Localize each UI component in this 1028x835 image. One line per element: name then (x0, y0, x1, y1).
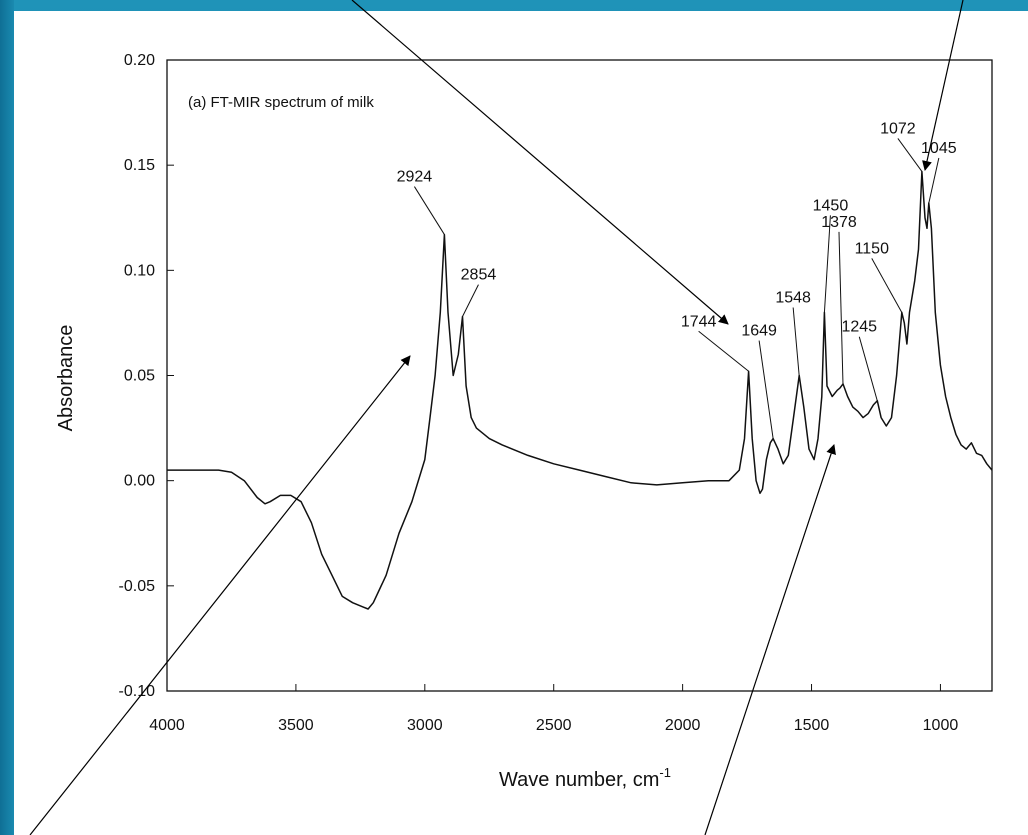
annotation-arrow (704, 444, 836, 835)
slide-left-stripe (0, 0, 14, 835)
x-tick-label: 2000 (665, 717, 701, 734)
peak-label: 2924 (397, 169, 433, 186)
peak-label: 1378 (821, 214, 857, 231)
y-tick-label: 0.20 (124, 52, 155, 69)
peak-leader-line (858, 336, 878, 401)
peak-label: 1450 (813, 197, 849, 214)
series-layer (167, 170, 993, 610)
x-tick-label: 4000 (149, 717, 185, 734)
annotation-arrow (29, 355, 411, 835)
peak-label: 1045 (921, 140, 957, 157)
x-tick-label: 1000 (923, 717, 959, 734)
plot-frame (166, 59, 993, 692)
peak-label: 1245 (841, 319, 877, 336)
plot-frame-layer (166, 59, 993, 692)
x-axis-label-superscript: -1 (659, 765, 671, 780)
peak-label: 1072 (880, 120, 916, 137)
annotation-arrow-layer (29, 0, 964, 835)
peak-leader-line (928, 157, 940, 204)
x-tick-label: 1500 (794, 717, 830, 734)
peak-label: 1744 (681, 313, 717, 330)
x-tick-label: 3500 (278, 717, 314, 734)
y-tick-label: 0.00 (124, 473, 155, 490)
peak-leader-line (413, 186, 445, 235)
y-tick-label: -0.10 (119, 683, 156, 700)
x-tick-label: 3000 (407, 717, 443, 734)
peak-leader-line (897, 138, 923, 172)
peak-leader-line (792, 307, 800, 376)
y-tick-label: 0.05 (124, 368, 155, 385)
y-tick-label: -0.05 (119, 578, 156, 595)
chart-title: (a) FT-MIR spectrum of milk (188, 94, 374, 111)
x-tick-label: 2500 (536, 717, 572, 734)
peak-label: 1548 (775, 290, 811, 307)
tick-layer: 4000 3500 3000 2500 2000 1500 1000 0.20 0.15 0.10… (119, 52, 959, 734)
peak-leader-line (838, 231, 844, 384)
x-axis-label: Wave number, cm-1 (499, 765, 671, 791)
peak-leader-line (698, 330, 749, 372)
peak-label: 1649 (741, 323, 777, 340)
annotation-arrow (922, 0, 964, 171)
peak-label: 1150 (855, 240, 890, 257)
y-tick-label: 0.10 (124, 262, 155, 279)
y-axis-label: Absorbance (55, 325, 77, 432)
peak-leader-line (871, 258, 903, 313)
peak-leader-line (758, 340, 774, 439)
figure-panel (14, 11, 1028, 835)
spectrum-line (167, 170, 993, 610)
x-axis-label-text: Wave number, cm (499, 769, 659, 791)
peak-leader-line (823, 215, 831, 313)
peak-leader-line (462, 284, 479, 317)
peak-label: 2854 (461, 267, 497, 284)
y-tick-label: 0.15 (124, 157, 155, 174)
annotation-arrow (351, 0, 729, 325)
